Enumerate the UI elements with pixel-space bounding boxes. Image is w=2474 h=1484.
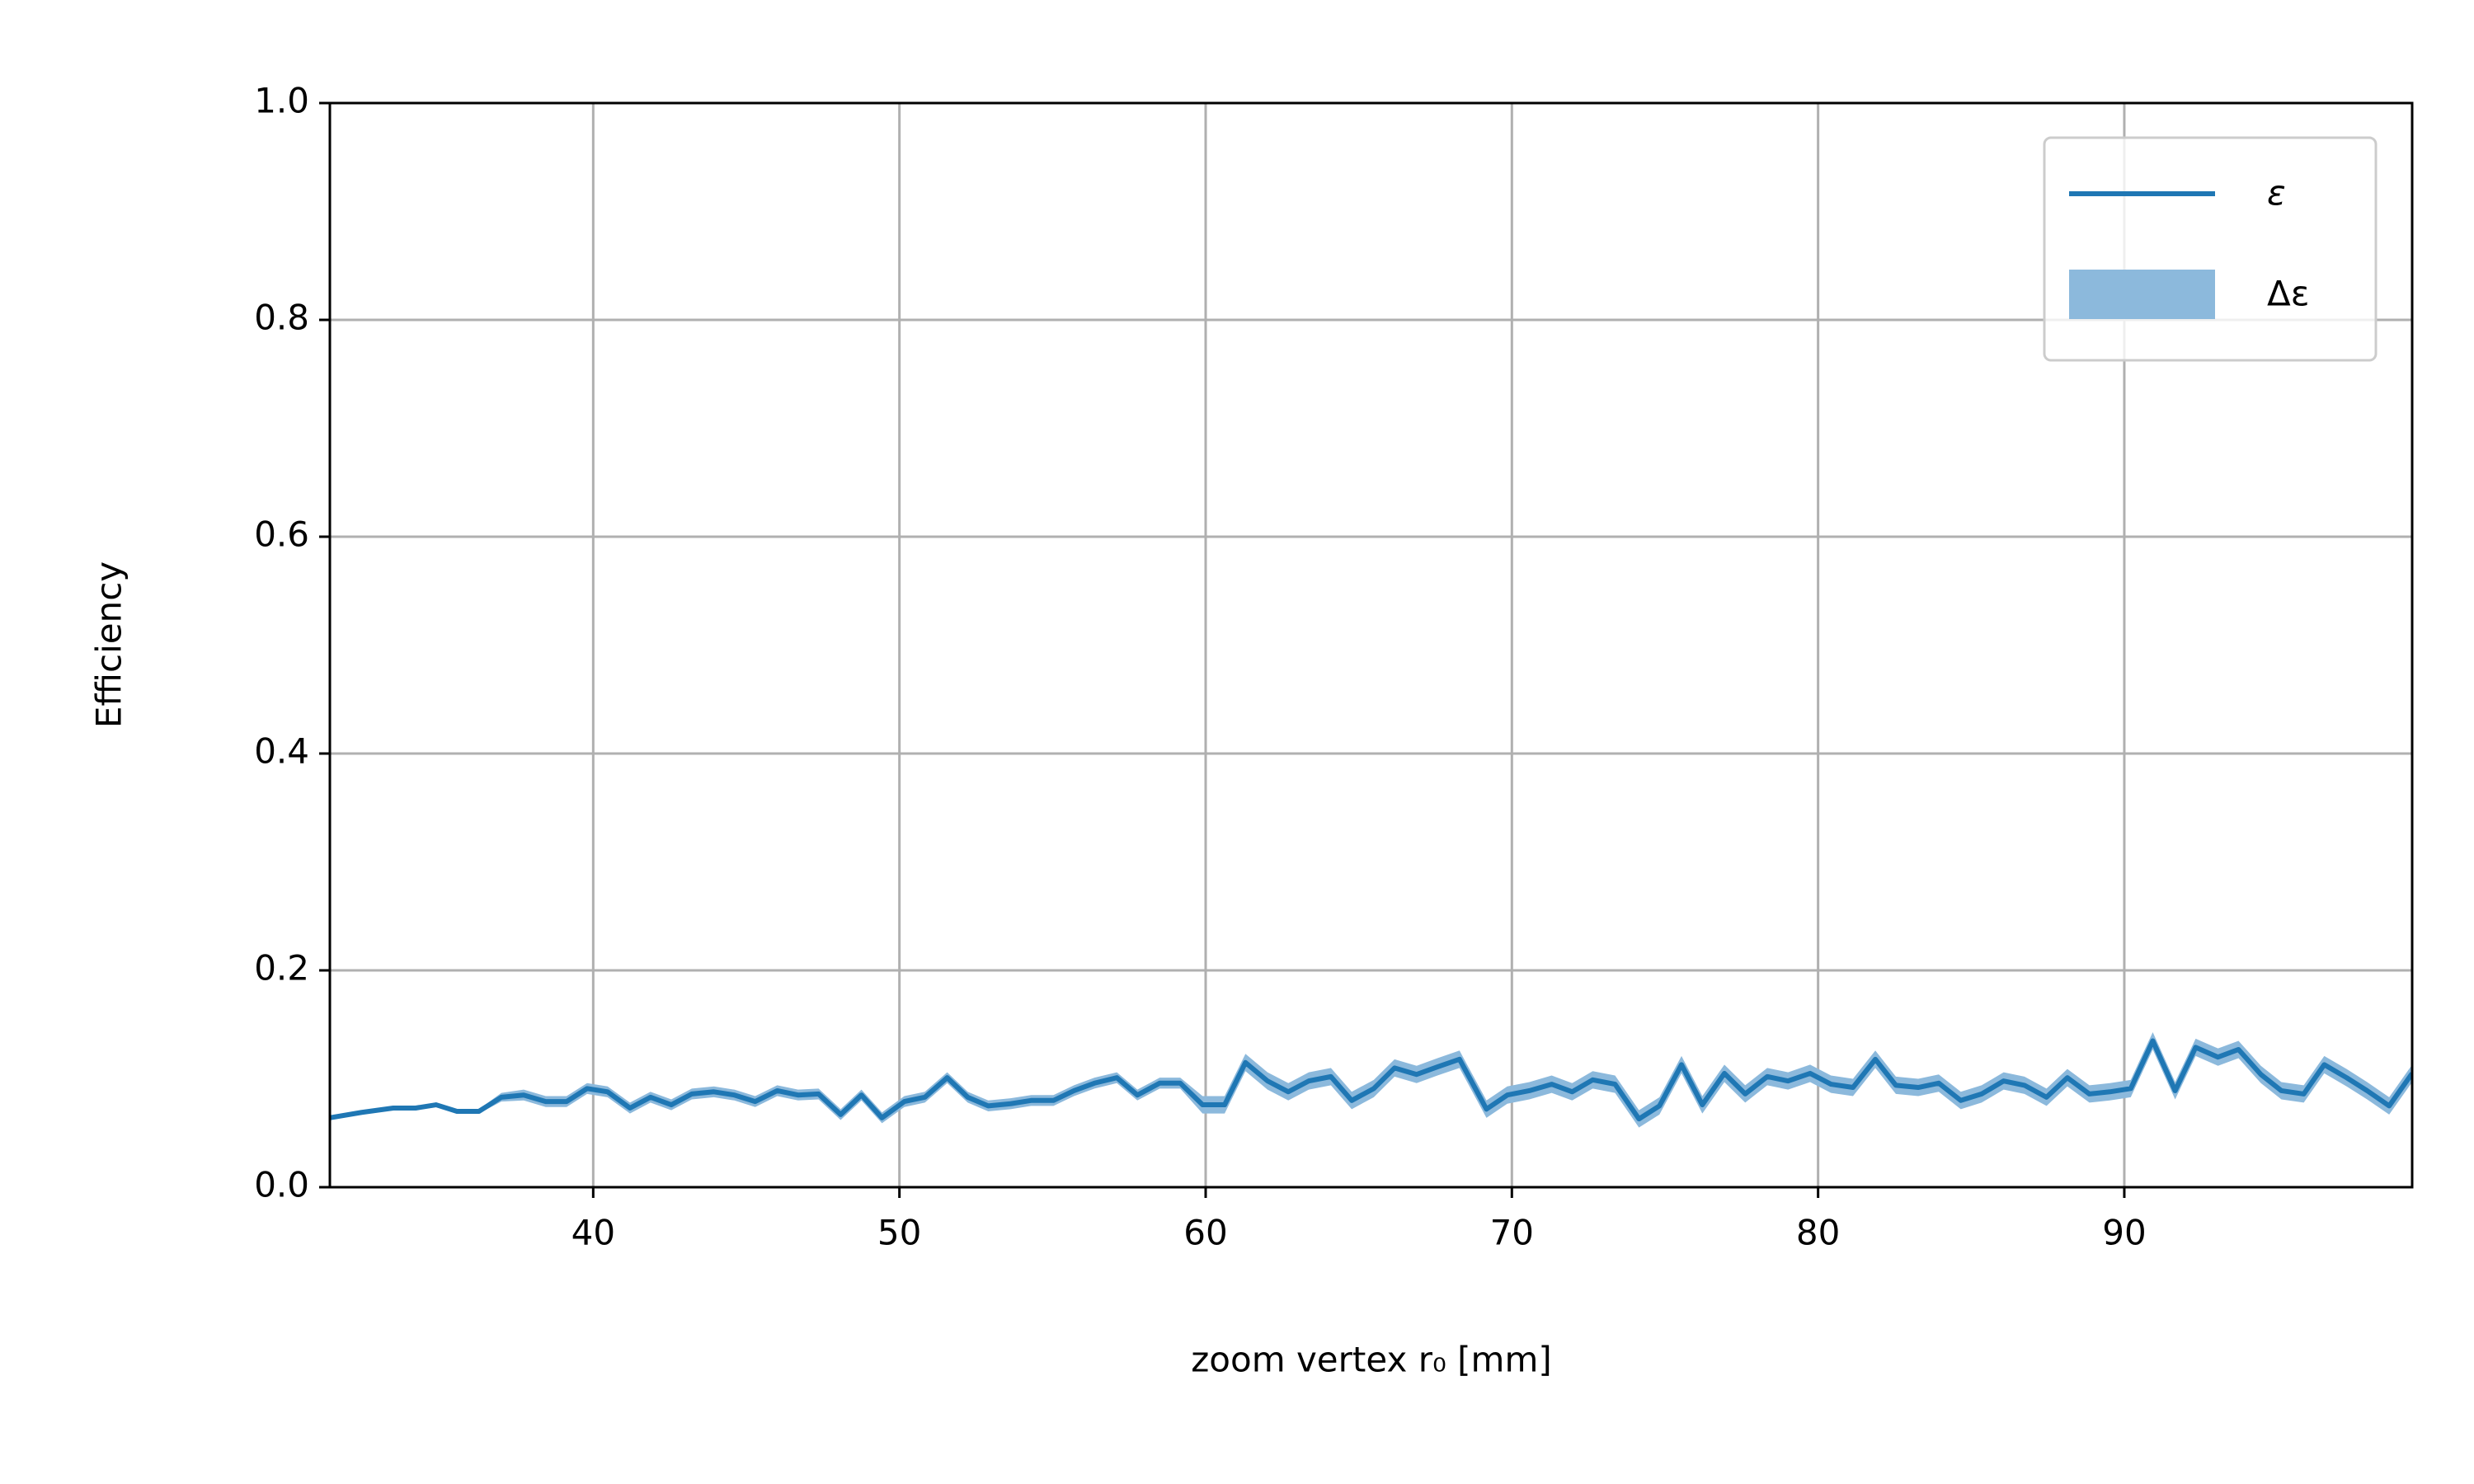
- x-tick-label: 70: [1490, 1213, 1534, 1253]
- y-tick-label: 0.4: [254, 731, 309, 772]
- legend-swatch: [2069, 270, 2215, 319]
- y-tick-label: 0.6: [254, 514, 309, 555]
- axes-frame: [328, 101, 2414, 1189]
- legend-label: Δε: [2267, 274, 2309, 314]
- y-tick-label: 0.8: [254, 298, 309, 338]
- line: [330, 1038, 2412, 1122]
- legend-box: [2043, 136, 2378, 362]
- y-tick-label: 0.2: [254, 948, 309, 989]
- x-tick-label: 80: [1796, 1213, 1840, 1253]
- legend-label: ε: [2267, 173, 2286, 214]
- y-axis-label: Efficiency: [89, 561, 129, 728]
- x-tick-label: 50: [877, 1213, 921, 1253]
- x-tick-label: 60: [1183, 1213, 1227, 1253]
- y-tick-label: 0.0: [254, 1165, 309, 1205]
- y-tick-label: 1.0: [254, 81, 309, 121]
- x-tick-label: 40: [571, 1213, 615, 1253]
- x-tick-label: 90: [2102, 1213, 2146, 1253]
- x-axis-label: zoom vertex r₀ [mm]: [1191, 1340, 1552, 1380]
